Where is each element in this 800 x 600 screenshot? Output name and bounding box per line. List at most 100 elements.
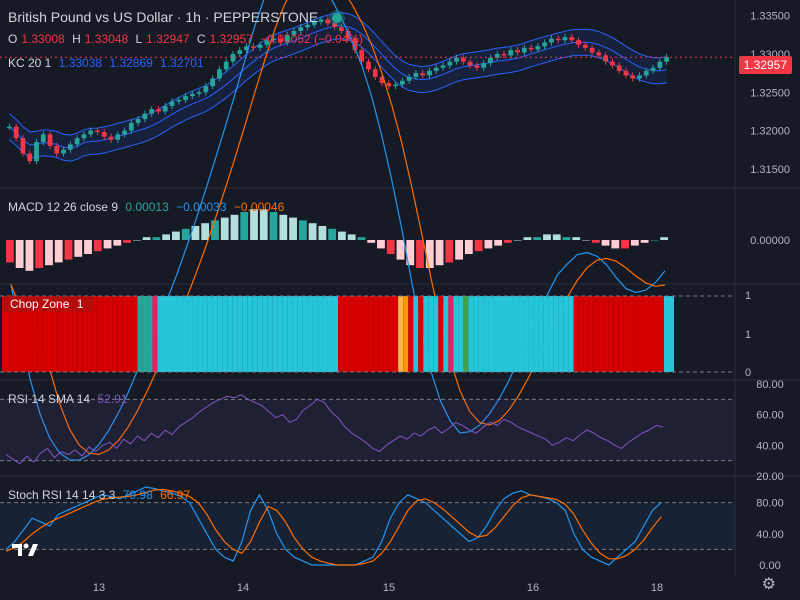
macd-line	[10, 0, 666, 461]
chop-zone-bar	[408, 296, 414, 372]
chop-zone-bar	[117, 296, 123, 372]
candle	[54, 145, 60, 154]
candle	[413, 73, 419, 77]
chop-zone-bar	[122, 296, 128, 372]
time-axis-tick: 15	[383, 582, 395, 594]
chop-zone-bar	[27, 296, 33, 372]
chop-zone-bar	[658, 296, 664, 372]
macd-hist-bar	[240, 212, 249, 240]
candle	[298, 27, 304, 31]
candle	[115, 134, 121, 140]
macd-legend[interactable]: MACD 12 26 close 9 0.00013 −0.00033 −0.0…	[8, 200, 285, 214]
macd-hist-bar	[425, 240, 434, 268]
chop-zone-bar	[378, 296, 384, 372]
candle	[271, 38, 277, 41]
macd-hist-bar	[201, 223, 210, 240]
stoch-rsi-legend[interactable]: Stoch RSI 14 14 3 3 79.98 66.97	[8, 488, 191, 502]
candle	[535, 46, 541, 50]
chop-zone-bar	[142, 296, 148, 372]
candle	[250, 46, 256, 48]
keltner-lower-line	[9, 38, 667, 162]
candle	[244, 46, 249, 51]
candle	[494, 53, 500, 58]
chop-zone-bar	[237, 296, 243, 372]
chop-zone-bar	[553, 296, 559, 372]
macd-hist-bar	[464, 240, 473, 254]
chop-zone-bar	[423, 296, 429, 372]
chop-zone-bar	[192, 296, 198, 372]
rsi-line	[5, 394, 664, 465]
chop-zone-bar	[633, 296, 639, 372]
candle	[230, 53, 236, 62]
chop-zone-bar	[413, 296, 419, 372]
macd-hist-bar	[230, 214, 239, 240]
chop-zone-bar	[322, 296, 328, 372]
candle	[61, 149, 66, 154]
tradingview-logo-icon[interactable]	[10, 540, 40, 560]
chop-zone-bar	[272, 296, 278, 372]
candle	[589, 47, 595, 53]
candle	[7, 126, 12, 129]
chop-zone-bar	[147, 296, 153, 372]
chop-zone-bar	[62, 296, 68, 372]
chop-zone-bar	[583, 296, 589, 372]
candle	[433, 67, 439, 71]
chop-zone-bar	[353, 296, 359, 372]
chop-zone-bar	[307, 296, 313, 372]
macd-hist-bar	[191, 226, 200, 240]
chop-zone-bar	[177, 296, 183, 372]
kc-legend[interactable]: KC 20 1 1.33038 1.32869 1.32701	[8, 56, 204, 70]
candle	[501, 53, 507, 56]
rsi-legend[interactable]: RSI 14 SMA 14 52.91	[8, 392, 128, 406]
chop-zone-bar	[92, 296, 98, 372]
macd-hist-bar	[308, 223, 317, 240]
macd-hist-bar	[45, 240, 53, 266]
chop-zone-bar	[668, 296, 674, 372]
chop-zone-bar	[157, 296, 163, 372]
time-axis-tick: 14	[237, 582, 249, 594]
candle	[420, 73, 426, 76]
macd-hist-bar	[6, 240, 14, 263]
stoch-d-line	[5, 488, 662, 566]
chop-zone-bar	[493, 296, 499, 372]
chop-zone-bar	[107, 296, 113, 372]
chop-zone-bar	[152, 296, 158, 372]
macd-hist-bar	[455, 240, 463, 260]
chop-zone-bar	[578, 296, 584, 372]
candle	[521, 47, 527, 53]
candle	[128, 122, 134, 131]
candle	[305, 24, 310, 28]
chop-zone-bar	[52, 296, 58, 372]
macd-hist-bar	[54, 240, 63, 263]
candle	[460, 57, 466, 62]
candle	[582, 44, 588, 48]
rsi-band	[0, 399, 735, 461]
macd-hist-bar	[582, 240, 590, 241]
last-price-tag: 1.32957	[738, 56, 792, 74]
macd-hist-bar	[64, 240, 73, 260]
stoch-axis-tick: 0.00	[759, 560, 780, 572]
chop-zone-bar	[212, 296, 218, 372]
macd-hist-bar	[269, 212, 278, 240]
chop-zone-bar	[87, 296, 93, 372]
chop-zone-bar	[332, 296, 338, 372]
chop-zone-bar	[32, 296, 38, 372]
chop-zone-bar	[383, 296, 389, 372]
rsi-axis-tick: 20.00	[756, 471, 784, 483]
macd-hist-bar	[367, 240, 376, 243]
chop-zone-bar	[257, 296, 263, 372]
chop-zone-bar	[653, 296, 659, 372]
chop-zone-legend[interactable]: Chop Zone 1	[4, 296, 94, 312]
chop-zone-bar	[82, 296, 88, 372]
candle	[664, 57, 669, 62]
candle	[176, 99, 182, 102]
candle	[149, 109, 155, 114]
chop-zone-bar	[558, 296, 564, 372]
settings-gear-icon[interactable]: ⚙	[761, 576, 776, 593]
chop-zone-bar	[663, 296, 669, 372]
chop-zone-bar	[403, 296, 409, 372]
chop-zone-bar	[202, 296, 208, 372]
macd-hist-bar	[630, 240, 639, 246]
time-axis-tick: 16	[527, 582, 539, 594]
candle	[284, 34, 290, 43]
